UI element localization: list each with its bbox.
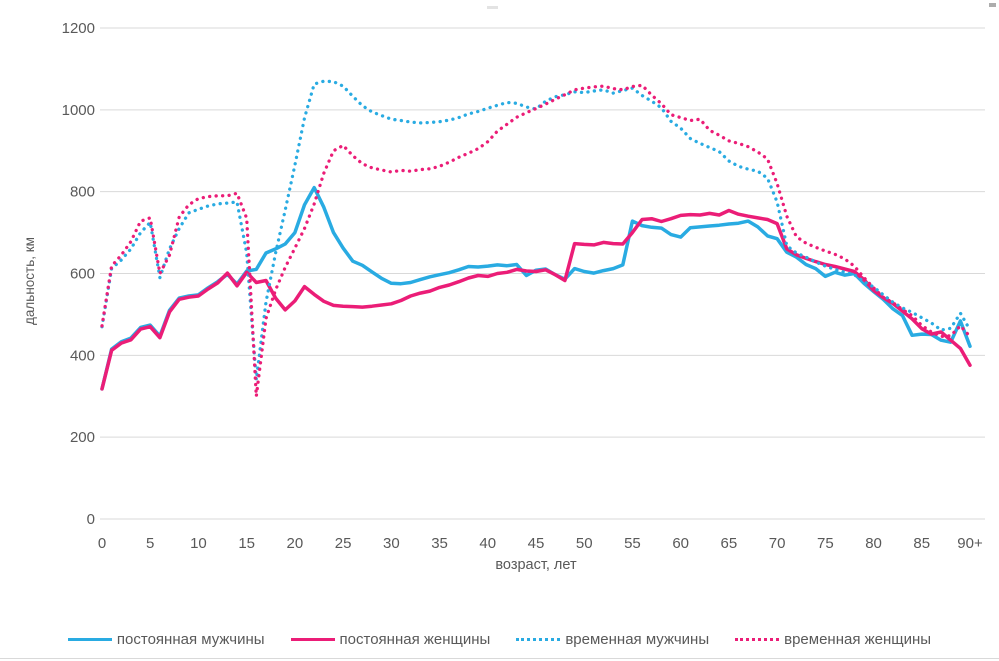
legend-label: временная женщины <box>784 631 932 648</box>
x-axis-title: возраст, лет <box>495 557 577 573</box>
x-tick-label: 35 <box>431 535 448 552</box>
y-tick-label: 1000 <box>62 102 95 119</box>
x-tick-label: 25 <box>335 535 352 552</box>
x-tick-label: 10 <box>190 535 207 552</box>
dotted-line-swatch-blue <box>516 638 561 641</box>
y-tick-label: 800 <box>70 184 95 201</box>
x-tick-label: 5 <box>146 535 154 552</box>
x-tick-label: 75 <box>817 535 834 552</box>
screenshot-artifact <box>487 6 498 9</box>
x-tick-label: 0 <box>98 535 106 552</box>
y-tick-label: 400 <box>70 347 95 364</box>
x-tick-label: 65 <box>721 535 738 552</box>
dotted-line-swatch-pink <box>735 638 780 641</box>
x-tick-label: 20 <box>287 535 304 552</box>
legend-item-permanent-men: постоянная мужчины <box>67 631 265 648</box>
x-tick-label: 45 <box>528 535 545 552</box>
y-tick-label: 0 <box>87 511 95 528</box>
x-tick-label: 30 <box>383 535 400 552</box>
x-tick-label: 90+ <box>957 535 983 552</box>
legend-item-temporary-women: временная женщины <box>735 631 931 648</box>
y-tick-label: 600 <box>70 266 95 283</box>
solid-line-swatch-blue <box>67 638 112 641</box>
x-tick-label: 50 <box>576 535 593 552</box>
series-line-1 <box>100 208 972 391</box>
legend: постоянная мужчины постоянная женщины вр… <box>0 631 999 648</box>
x-tick-label: 60 <box>672 535 689 552</box>
y-axis-title: дальность, км <box>22 237 37 325</box>
y-tick-label: 200 <box>70 429 95 446</box>
x-tick-label: 40 <box>479 535 496 552</box>
x-tick-label: 80 <box>865 535 882 552</box>
legend-label: постоянная мужчины <box>116 631 265 648</box>
series-line-0 <box>100 185 972 391</box>
legend-label: временная мужчины <box>565 631 710 648</box>
solid-line-swatch-pink <box>290 638 335 641</box>
legend-item-permanent-women: постоянная женщины <box>290 631 491 648</box>
y-tick-label: 1200 <box>62 20 95 37</box>
x-tick-label: 70 <box>769 535 786 552</box>
window-edge-line <box>0 658 999 659</box>
series-line-2 <box>100 79 972 382</box>
x-tick-label: 55 <box>624 535 641 552</box>
series-line-3 <box>100 83 972 398</box>
x-tick-label: 15 <box>238 535 255 552</box>
x-tick-label: 85 <box>913 535 930 552</box>
legend-item-temporary-men: временная мужчины <box>516 631 709 648</box>
screenshot-artifact <box>989 3 996 7</box>
legend-label: постоянная женщины <box>339 631 491 648</box>
